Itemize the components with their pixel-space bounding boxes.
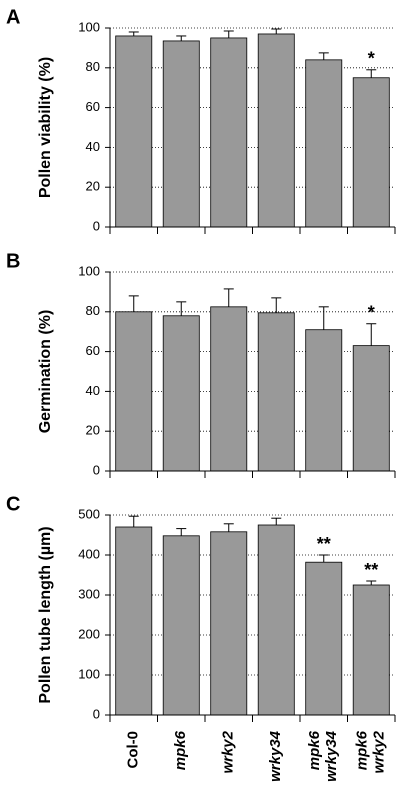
x-tick-label: wrky34 [267,730,284,782]
y-tick-label: 40 [86,139,100,154]
y-tick-label: 300 [78,586,100,601]
bar [352,345,390,472]
bar [352,584,390,716]
panel-label: C [6,493,20,515]
bar [115,526,153,716]
bar [162,315,200,472]
x-tick-label: wrky2 [220,730,237,773]
bar [162,535,200,716]
y-tick-label: 500 [78,506,100,521]
significance-label: * [368,302,375,322]
bar [305,329,343,472]
bar [115,311,153,472]
x-tick-label: wrky2 [371,730,388,773]
significance-label: * [368,49,375,69]
bar [257,312,295,472]
x-tick-label: mpk6 [306,730,323,770]
y-tick-label: 100 [78,263,100,278]
x-tick-label: mpk6 [172,730,189,770]
bar [257,33,295,228]
y-tick-label: 60 [86,343,100,358]
y-tick-label: 20 [86,423,100,438]
bar [305,561,343,716]
y-tick-label: 0 [93,706,100,721]
y-tick-label: 60 [86,99,100,114]
bar [210,37,248,228]
x-tick-label: wrky34 [323,730,340,782]
panel-label: A [6,6,20,28]
bar [210,306,248,472]
bar [210,531,248,716]
y-tick-label: 80 [86,303,100,318]
significance-label: ** [364,560,378,580]
y-tick-label: 20 [86,179,100,194]
panel-label: B [6,250,20,272]
y-tick-label: 40 [86,383,100,398]
bar [162,40,200,228]
y-tick-label: 0 [93,218,100,233]
y-tick-label: 200 [78,626,100,641]
y-tick-label: 80 [86,59,100,74]
y-axis-label: Pollen viability (%) [37,57,54,198]
y-axis-label: Germination (%) [37,310,54,434]
y-axis-label: Pollen tube length (µm) [37,526,54,703]
y-tick-label: 100 [78,666,100,681]
bar [352,77,390,228]
y-tick-label: 400 [78,546,100,561]
x-tick-label: Col-0 [125,731,142,769]
y-tick-label: 100 [78,19,100,34]
bar [257,524,295,716]
x-tick-label: mpk6 [354,730,371,770]
bar [115,35,153,228]
bar [305,59,343,228]
significance-label: ** [317,534,331,554]
y-tick-label: 0 [93,462,100,477]
